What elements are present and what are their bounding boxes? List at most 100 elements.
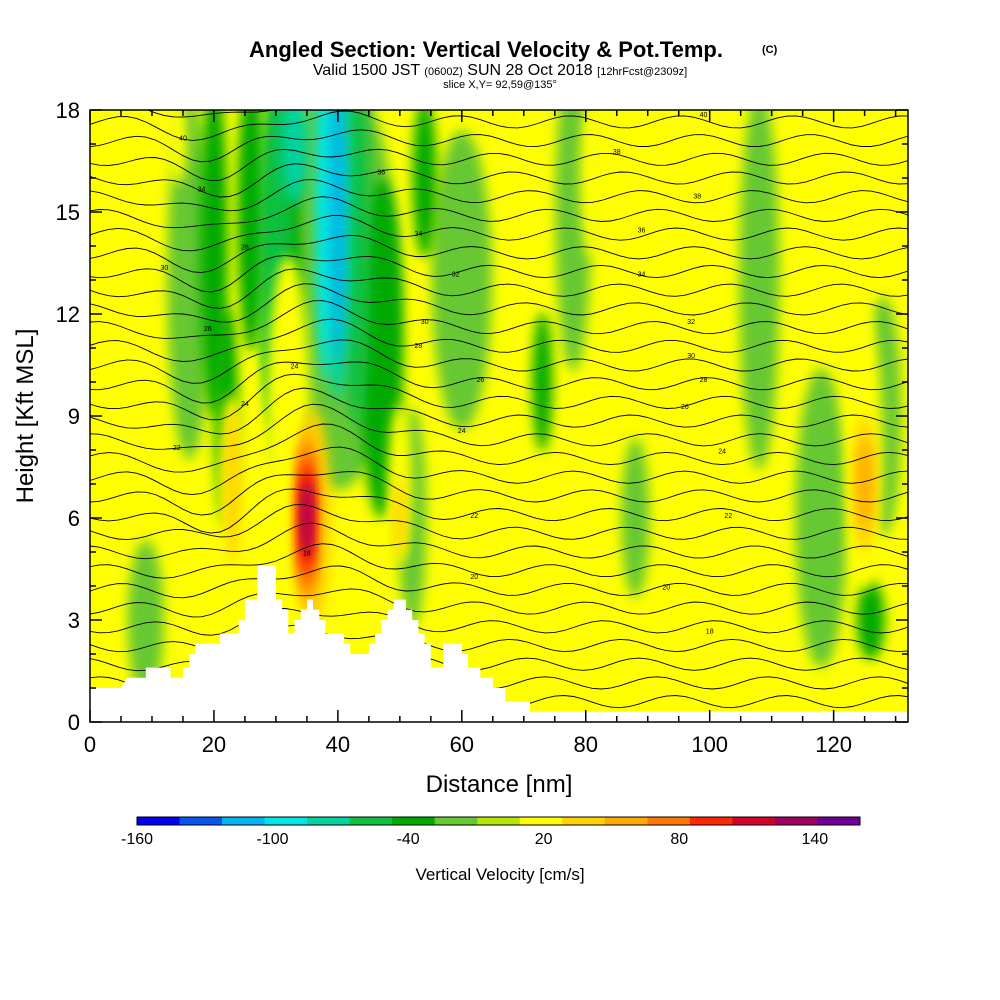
contour-label: 32 <box>452 272 460 279</box>
colorbar-tick-label: -160 <box>121 831 153 848</box>
colorbar-swatch <box>604 817 648 825</box>
contour-line <box>90 488 908 534</box>
x-tick-label: 80 <box>574 732 598 757</box>
y-tick-label: 18 <box>56 98 80 123</box>
contour-line <box>90 608 908 636</box>
velocity-cell <box>739 110 780 470</box>
velocity-cell <box>302 483 311 553</box>
velocity-cell <box>166 110 187 184</box>
subtitle-valid: Valid 1500 JST <box>313 62 421 79</box>
colorbar-tick-label: 20 <box>535 831 553 848</box>
chart-title-mark: (C) <box>762 44 778 56</box>
velocity-cell <box>224 404 241 564</box>
contour-label: 22 <box>724 513 732 520</box>
subtitle-date: SUN 28 Oct 2018 <box>467 62 593 79</box>
contour-line <box>90 163 908 198</box>
contour-label: 22 <box>470 513 478 520</box>
contour-label: 30 <box>421 319 429 326</box>
x-tick-label: 120 <box>815 732 852 757</box>
colorbar-swatch <box>774 817 818 825</box>
colorbar-swatch <box>519 817 563 825</box>
contour-line <box>90 565 908 599</box>
velocity-cell <box>393 478 406 558</box>
contour-line <box>90 283 908 323</box>
subtitle-forecast: [12hrFcst@2309z] <box>597 66 687 78</box>
y-tick-label: 12 <box>56 302 80 327</box>
y-tick-label: 9 <box>68 404 80 429</box>
velocity-cell <box>237 110 266 352</box>
contour-line <box>90 588 908 618</box>
contour-line <box>90 361 908 404</box>
contour-line <box>90 234 908 274</box>
contour-line <box>90 471 908 516</box>
contour-label: 20 <box>470 574 478 581</box>
colorbar-swatch <box>392 817 436 825</box>
contour-line <box>90 300 908 339</box>
contour-line <box>90 318 908 362</box>
subtitle-zulu: (0600Z) <box>424 66 463 78</box>
colorbar-tick-label: -100 <box>257 831 289 848</box>
velocity-cell <box>857 439 872 529</box>
x-tick-label: 40 <box>326 732 350 757</box>
contour-line <box>90 110 908 141</box>
colorbar-swatch <box>179 817 223 825</box>
x-tick-labels: 0 20 40 60 80 100 120 <box>84 732 852 757</box>
contour-label: 38 <box>693 193 701 200</box>
velocity-cell <box>856 580 885 660</box>
contour-label: 24 <box>718 448 726 455</box>
contour-label: 22 <box>173 445 181 452</box>
colorbar-swatch <box>647 817 691 825</box>
contour-label: 28 <box>415 343 423 350</box>
velocity-cell <box>280 110 309 204</box>
pot-temp-contour-labels: 40 34 28 30 26 24 24 22 18 36 34 32 30 28 26 24 22 20 38 40… <box>160 112 732 636</box>
velocity-cell <box>532 312 553 452</box>
contour-line <box>90 179 908 212</box>
y-tick-label: 3 <box>68 608 80 633</box>
contour-line <box>90 196 908 229</box>
contour-line <box>90 129 908 163</box>
contour-label: 28 <box>241 244 249 251</box>
contour-label: 32 <box>687 319 695 326</box>
x-tick-label: 0 <box>84 732 96 757</box>
colorbar-swatch <box>222 817 266 825</box>
colorbar-swatch <box>689 817 733 825</box>
contour-label: 34 <box>198 187 206 194</box>
contour-label: 26 <box>681 404 689 411</box>
contour-line <box>146 110 275 118</box>
contour-line <box>90 148 908 182</box>
vertical-velocity-field <box>127 110 902 700</box>
contour-line <box>90 423 908 473</box>
contour-line <box>90 255 908 293</box>
x-tick-label: 20 <box>202 732 226 757</box>
terrain <box>90 565 908 722</box>
contour-line <box>90 373 908 421</box>
contour-label: 24 <box>458 428 466 435</box>
contour-line <box>90 339 908 384</box>
colorbar-tick-label: 140 <box>801 831 828 848</box>
contour-label: 26 <box>477 377 485 384</box>
contour-line <box>90 387 908 435</box>
y-axis-label: Height [Kft MSL] <box>12 329 39 504</box>
colorbar-tick-label: 80 <box>670 831 688 848</box>
colorbar-swatch <box>307 817 351 825</box>
x-tick-label: 100 <box>691 732 728 757</box>
contour-line <box>90 268 908 309</box>
contour-label: 40 <box>179 136 187 143</box>
colorbar-swatch <box>137 817 181 825</box>
contour-label: 34 <box>415 231 423 238</box>
x-axis-label: Distance [nm] <box>426 771 573 798</box>
velocity-cell <box>330 110 345 362</box>
chart-subtitle: Valid 1500 JST (0600Z) SUN 28 Oct 2018 [… <box>313 62 687 79</box>
chart-title: Angled Section: Vertical Velocity & Pot.… <box>249 37 723 62</box>
y-tick-label: 0 <box>68 710 80 735</box>
colorbar-swatch <box>817 817 861 825</box>
contour-label: 24 <box>291 363 299 370</box>
axis-ticks <box>89 109 908 723</box>
contour-label: 18 <box>303 550 311 557</box>
contour-line <box>90 522 908 560</box>
velocity-cell <box>412 110 437 258</box>
contour-line <box>90 403 908 450</box>
contour-label: 30 <box>160 265 168 272</box>
colorbar-swatch <box>732 817 776 825</box>
